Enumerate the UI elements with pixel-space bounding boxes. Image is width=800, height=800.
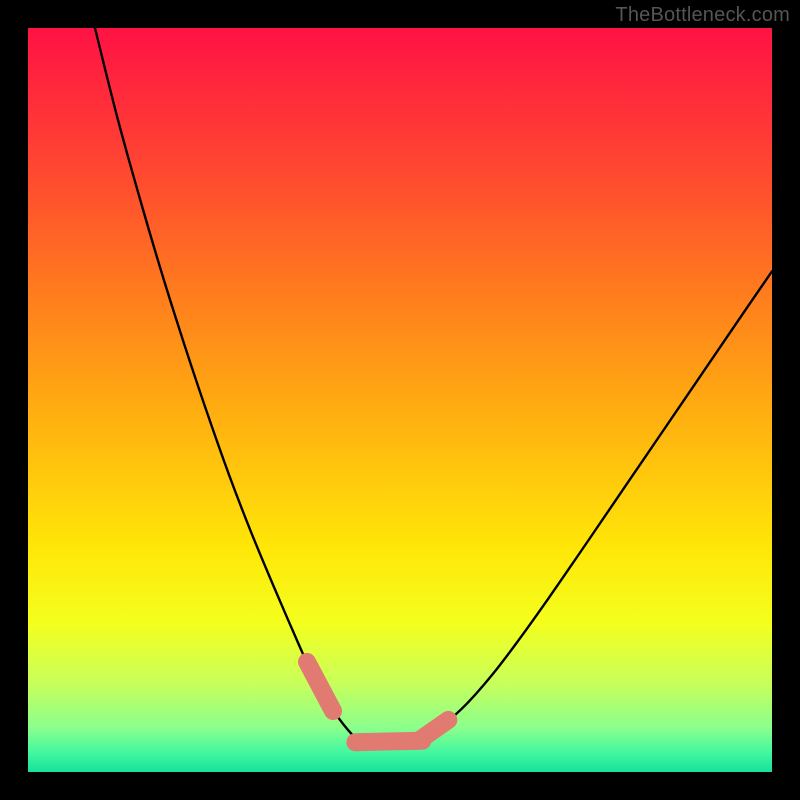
chart-root: TheBottleneck.com [0,0,800,800]
watermark-text: TheBottleneck.com [615,4,790,27]
bottleneck-curve-chart [28,28,772,772]
gradient-background [28,28,772,772]
chart-svg [28,28,772,772]
